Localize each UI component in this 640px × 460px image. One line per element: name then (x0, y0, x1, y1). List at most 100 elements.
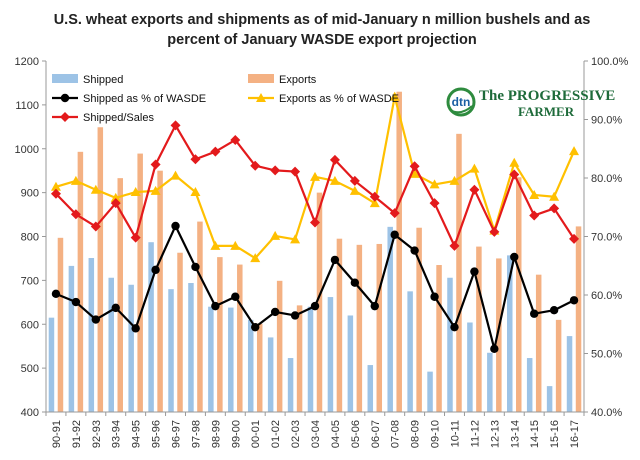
y-right-tick-label: 80.0% (591, 173, 622, 185)
y-right-tick-label: 90.0% (591, 115, 622, 127)
shipped-bar (128, 284, 134, 412)
x-tick-label: 09-10 (430, 420, 442, 448)
exports-bar (376, 243, 383, 412)
exports-bar (217, 257, 223, 412)
chart-title-line-1: U.S. wheat exports and shipments as of m… (54, 12, 591, 28)
shipped-sales-point (270, 165, 281, 176)
exports-pct-wasde-point (449, 175, 460, 185)
y-left-tick-label: 1000 (15, 144, 39, 156)
exports-bar (575, 226, 582, 412)
shipped-pct-wasde-point (71, 297, 81, 307)
shipped-pct-wasde-point (270, 307, 280, 317)
shipped-bar (208, 306, 214, 412)
shipped-pct-wasde-point (191, 262, 200, 272)
x-tick-label: 96-97 (171, 420, 183, 448)
exports-bar (117, 178, 123, 412)
x-tick-label: 14-15 (529, 420, 541, 448)
exports-bar (396, 91, 402, 413)
x-tick-label: 90-91 (51, 420, 63, 448)
exports-pct-wasde-point (290, 234, 301, 244)
progressive-farmer-logo: dtn The PROGRESSIVE FARMER (446, 87, 615, 119)
x-tick-label: 05-06 (350, 420, 362, 448)
shipped-sales-point (389, 208, 400, 219)
dtn-logo-text: dtn (452, 95, 471, 109)
x-tick-label: 03-04 (310, 420, 322, 448)
y-left-tick-label: 900 (21, 188, 39, 200)
x-tick-label: 10-11 (449, 420, 461, 447)
exports-bar (456, 133, 462, 412)
x-tick-label: 93-94 (111, 420, 123, 448)
shipped-sales-point (549, 203, 560, 214)
legend-exports-pct-wasde-label: Exports as % of WASDE (279, 93, 399, 105)
exports-pct-wasde-point (429, 179, 440, 189)
exports-bar (197, 221, 203, 412)
x-tick-label: 91-92 (71, 420, 83, 448)
shipped-sales-point (489, 226, 500, 237)
exports-pct-wasde-point (110, 192, 121, 202)
exports-bar (137, 153, 143, 413)
logo-line-2: FARMER (518, 104, 575, 119)
exports-bar (77, 151, 84, 413)
y-left-tick-label: 600 (21, 319, 39, 331)
shipped-pct-wasde-point (290, 311, 300, 320)
exports-bar (516, 177, 522, 412)
x-tick-label: 11-12 (469, 420, 481, 447)
legend-shipped-sales-label: Shipped/Sales (83, 112, 154, 124)
legend-shipped-label: Shipped (83, 74, 123, 86)
shipped-sales-point (150, 159, 161, 170)
legend: Shipped Exports Shipped as % of WASDE Expor… (52, 74, 399, 124)
exports-pct-wasde-point (509, 157, 520, 167)
shipped-sales-point (449, 240, 460, 251)
shipped-bar (307, 306, 314, 412)
x-tick-label: 16-17 (569, 420, 581, 448)
lines-layer (50, 91, 580, 354)
shipped-sales-point (329, 154, 340, 165)
exports-bar (476, 246, 482, 412)
shipped-bar (88, 257, 95, 412)
y-right-tick-label: 70.0% (591, 232, 622, 244)
chart-title-line-2: percent of January WASDE export projecti… (167, 32, 476, 48)
shipped-bar (48, 317, 55, 412)
shipped-sales-line (55, 124, 575, 247)
shipped-pct-wasde-point (111, 303, 120, 313)
shipped-bar (467, 322, 473, 412)
legend-shipped-sales-swatch-marker (60, 112, 70, 122)
shipped-bar (287, 358, 294, 412)
shipped-pct-wasde-point (151, 265, 160, 275)
y-left-tick-label: 1100 (15, 100, 39, 112)
shipped-sales-point (130, 232, 141, 243)
x-tick-label: 15-16 (549, 420, 561, 448)
legend-exports-swatch (248, 74, 274, 83)
shipped-bar (546, 386, 553, 412)
dtn-logo-swoosh (449, 105, 473, 114)
shipped-bar (108, 277, 114, 412)
shipped-pct-wasde-point (251, 322, 260, 332)
shipped-sales-point (250, 160, 261, 171)
exports-bar (555, 319, 562, 412)
y-right-tick-label: 50.0% (591, 349, 622, 361)
exports-pct-wasde-point (50, 181, 61, 191)
x-tick-label: 01-02 (270, 420, 282, 448)
exports-pct-wasde-point (130, 187, 141, 197)
shipped-bar (327, 297, 334, 412)
logo-line-1: The PROGRESSIVE (479, 88, 615, 104)
shipped-bar (387, 226, 393, 412)
shipped-sales-point (70, 209, 81, 220)
y-left-tick-label: 500 (21, 363, 39, 375)
exports-pct-wasde-point (329, 175, 340, 185)
y-right-tick-label: 100.0% (591, 56, 629, 68)
x-tick-label: 95-96 (151, 420, 163, 448)
shipped-pct-wasde-point (350, 278, 360, 287)
exports-pct-wasde-point (469, 163, 480, 173)
exports-bar (97, 127, 104, 412)
shipped-bar (188, 283, 194, 412)
legend-shipped-swatch (52, 74, 78, 83)
x-tick-label: 04-05 (330, 420, 342, 448)
shipped-sales-point (469, 184, 480, 195)
y-left-tick-label: 1200 (15, 56, 39, 68)
x-tick-label: 98-99 (210, 420, 222, 448)
exports-pct-wasde-point (310, 171, 320, 181)
shipped-sales-point (509, 169, 520, 180)
shipped-pct-wasde-point (231, 292, 240, 301)
exports-pct-wasde-point (150, 185, 161, 195)
